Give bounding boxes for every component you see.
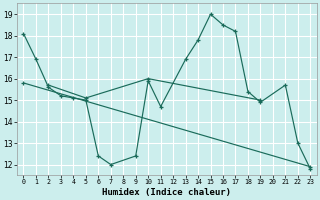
- X-axis label: Humidex (Indice chaleur): Humidex (Indice chaleur): [102, 188, 231, 197]
